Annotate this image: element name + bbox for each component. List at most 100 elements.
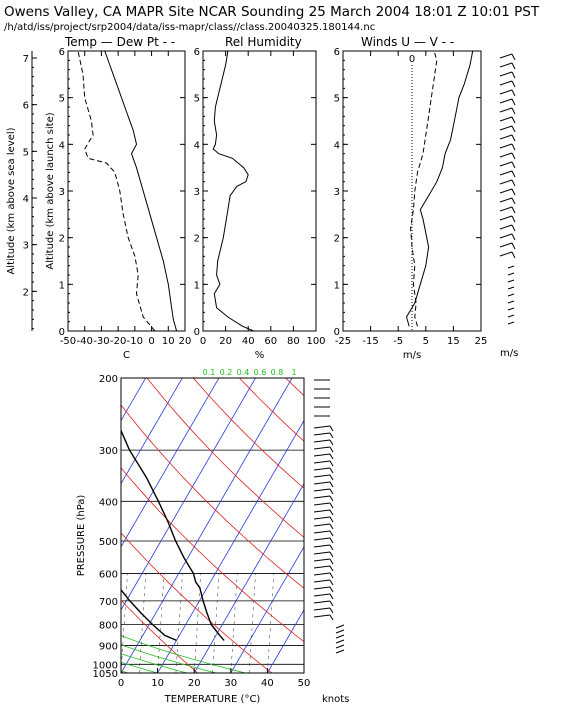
mixing-ratio-line: [48, 573, 55, 673]
wind-barb-shaft: [313, 425, 331, 429]
sea-level-tick-label: 7: [23, 54, 29, 65]
wind-barb-flag: [511, 188, 516, 196]
pressure-tick-label: 700: [99, 597, 118, 608]
wind-barb-shaft: [507, 272, 515, 276]
wind-barb-flag: [511, 107, 516, 115]
mixing-ratio-line: [121, 573, 128, 673]
temp-tick-label: 10: [151, 678, 164, 689]
pressure-tick-label: 400: [99, 497, 118, 508]
y-tick-label: 2: [59, 234, 65, 245]
wind-barb: [499, 89, 516, 97]
x-tick-label: -50: [60, 336, 76, 347]
y-tick-label: 1: [334, 280, 340, 291]
temp-dewpoint-panel: Temp — Dew Pt - - -50 -40 -30 -20 -10 0 10 20 0 1…: [6, 35, 191, 361]
isotherm-line: [121, 378, 293, 673]
wind-barb-shaft: [313, 439, 331, 443]
sea-level-tick-label: 4: [23, 194, 29, 205]
pressure-tick-label: 900: [99, 642, 118, 653]
y-tick-label: 6: [334, 47, 340, 58]
wind-barbs-profile: [499, 53, 516, 325]
dry-adiabat-line: [239, 378, 304, 442]
moist-adiabat-line: [121, 653, 188, 673]
sea-level-tick-label: 5: [23, 147, 29, 158]
x-tick-label: 40: [242, 336, 255, 347]
isotherm-line: [157, 419, 304, 673]
pressure-tick-label: 800: [99, 621, 118, 632]
x-tick-label: 20: [179, 336, 192, 347]
y-tick-label: 0: [59, 327, 65, 338]
wind-barb-flag: [329, 586, 334, 593]
wind-barb-shaft: [313, 467, 331, 471]
temp-panel-frame: [67, 50, 186, 332]
wind-barb-shaft: [313, 460, 331, 464]
pressure-tick-label: 200: [99, 374, 118, 385]
y-tick-label: 3: [59, 187, 65, 198]
x-tick-label: -15: [362, 336, 378, 347]
skew-t-wind-barbs: [313, 379, 345, 654]
skew-t-barb-units: knots: [322, 694, 349, 705]
series-line-rel-humidity: [212, 50, 254, 332]
wind-barb-shaft: [499, 125, 513, 131]
x-tick-label: -20: [110, 336, 126, 347]
dry-adiabat-line: [332, 378, 567, 673]
sounding-dew-point: [121, 588, 177, 642]
wind-barb-flag: [511, 116, 516, 124]
wind-barb-shaft: [499, 152, 513, 158]
y-tick-label: 2: [194, 234, 200, 245]
wind-barb-shaft: [313, 446, 331, 450]
altitude-sea-level-axis-label: Altitude (km above sea level): [6, 127, 17, 274]
wind-barb: [499, 116, 516, 124]
wind-barb-flag: [511, 53, 516, 61]
wind-barb-flag: [511, 206, 516, 214]
y-tick-label: 2: [334, 234, 340, 245]
pressure-tick-label: 1050: [93, 669, 118, 680]
isotherm-line: [230, 545, 304, 673]
relative-humidity-panel: Rel Humidity 0 20 40 60 80 100 0 1 2 3 4 5 6 %: [194, 35, 326, 361]
wind-barb-flag: [329, 523, 334, 530]
wind-barb-shaft: [499, 98, 513, 104]
x-tick-label: 80: [287, 336, 300, 347]
wind-barb-flag: [511, 170, 516, 178]
wind-barb-shaft: [507, 293, 515, 297]
wind-barb-shaft: [335, 644, 345, 649]
wind-barb-flag: [511, 134, 516, 142]
sea-level-tick-label: 3: [23, 241, 29, 252]
wind-barb-shaft: [499, 161, 513, 167]
wind-barb-shaft: [499, 224, 513, 230]
series-line-v: [410, 50, 438, 327]
wind-barb-shaft: [313, 551, 331, 555]
y-tick-label: 5: [334, 94, 340, 105]
temp-tick-label: 50: [298, 678, 311, 689]
y-tick-label: 6: [194, 47, 200, 58]
mixing-ratio-label: 1: [291, 368, 296, 377]
wind-barb-flag: [329, 565, 334, 572]
dry-adiabat-line: [121, 404, 304, 589]
wind-barb-shaft: [499, 251, 513, 257]
wind-barb-flag: [329, 579, 334, 586]
wind-barb-shaft: [335, 629, 345, 634]
pressure-tick-label: 600: [99, 569, 118, 580]
wind-barb-flag: [329, 453, 334, 460]
wind-barb-shaft: [499, 134, 513, 140]
wind-barb-shaft: [507, 314, 515, 318]
wind-barb: [499, 215, 516, 223]
wind-barb-flag: [511, 242, 516, 250]
wind-barb-flag: [329, 544, 334, 551]
wind-barb-shaft: [499, 170, 513, 176]
mixing-ratio-line: [66, 573, 73, 673]
wind-barb-flag: [511, 224, 516, 232]
wind-barb-flag: [329, 593, 334, 600]
mixing-ratio-label: 0.6: [254, 368, 267, 377]
wind-barb-shaft: [313, 432, 331, 436]
mixing-ratio-line: [193, 573, 201, 673]
isotherm-line: [303, 672, 304, 673]
wind-barb-shaft: [499, 62, 513, 68]
wind-barb-flag: [329, 509, 334, 516]
wind-barb: [499, 161, 516, 169]
wind-barb-shaft: [313, 544, 331, 548]
wind-barb-flag: [511, 233, 516, 241]
mixing-ratio-label: 0.4: [237, 368, 250, 377]
y-tick-label: 4: [59, 140, 65, 151]
mixing-ratio-line: [230, 573, 238, 673]
moist-adiabat-line: [121, 644, 217, 673]
